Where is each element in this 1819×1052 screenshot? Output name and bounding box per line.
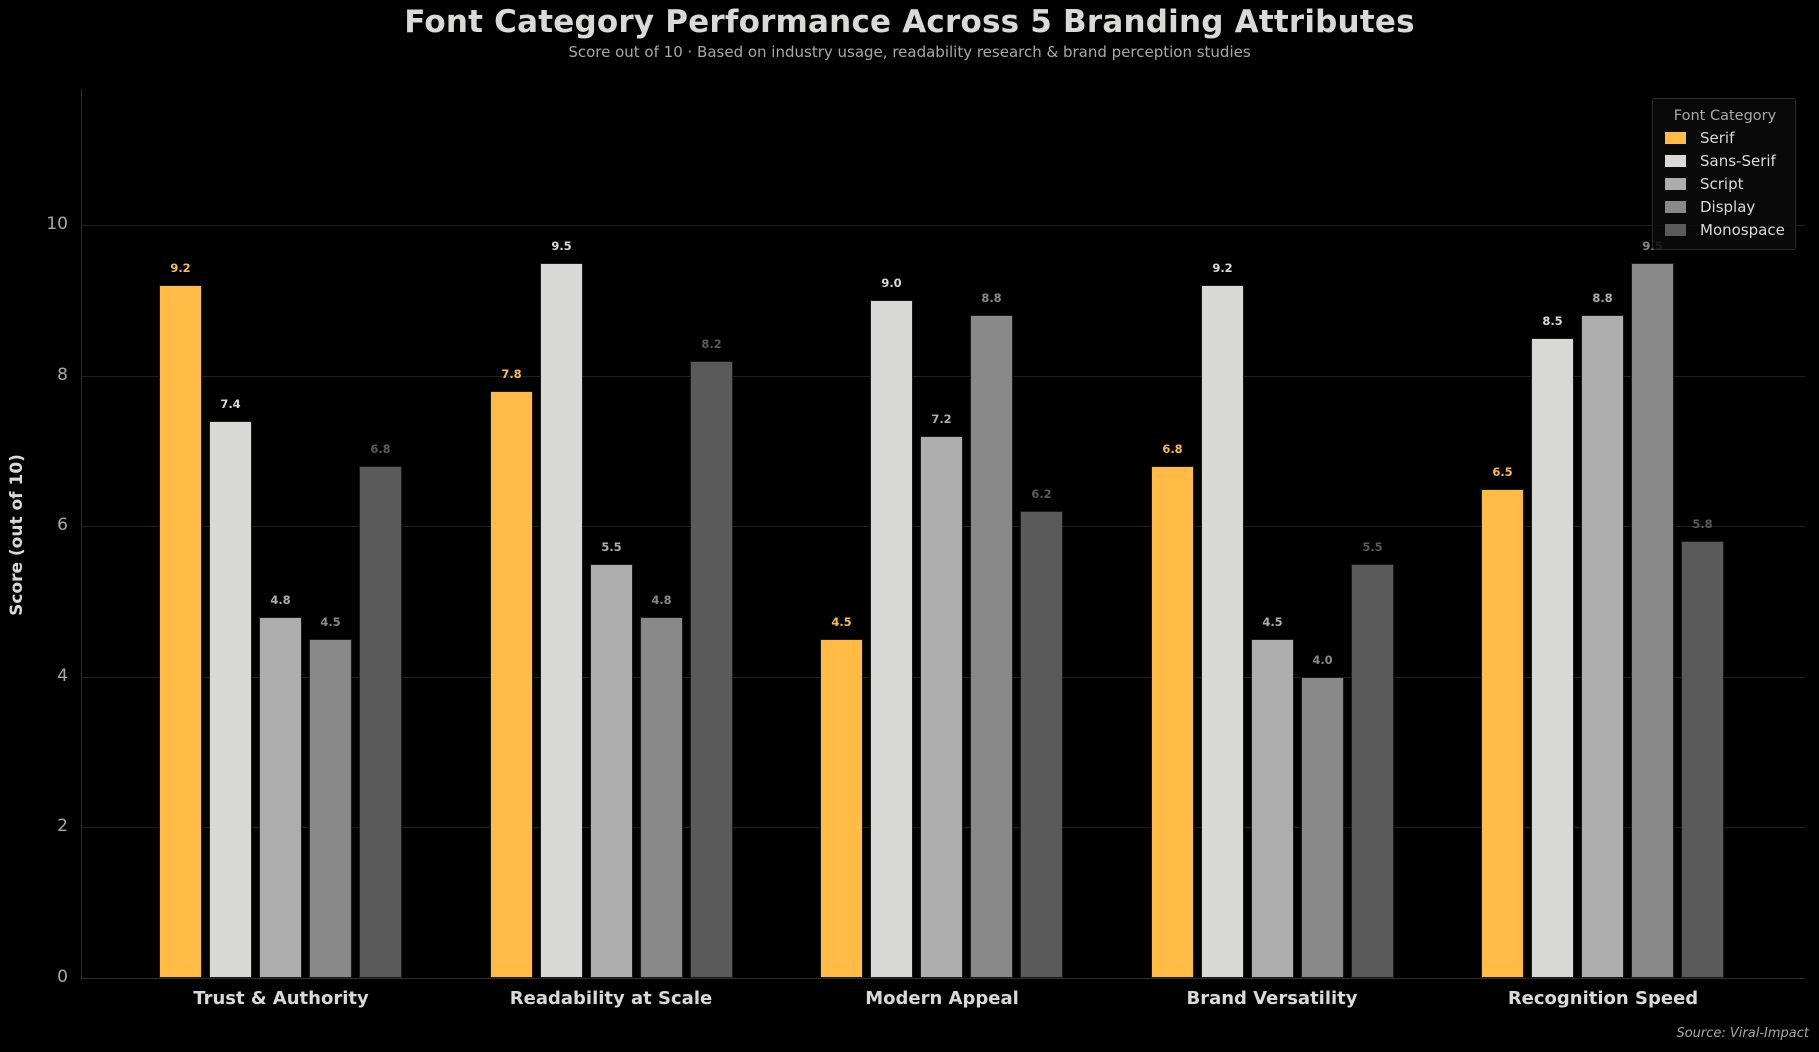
y-axis-label: Score (out of 10): [7, 454, 27, 616]
bar-sans-serif: [1201, 285, 1244, 978]
bar-serif: [1481, 489, 1524, 978]
x-tick-label: Modern Appeal: [865, 988, 1019, 1009]
bar-value-label: 9.0: [881, 276, 902, 290]
bar-value-label: 5.8: [1692, 517, 1713, 531]
bar-value-label: 4.5: [831, 615, 852, 629]
legend-title: Font Category: [1673, 108, 1777, 124]
bar-script: [1581, 315, 1624, 978]
bar-monospace: [690, 361, 733, 978]
legend-label: Script: [1700, 175, 1744, 193]
bar-display: [970, 315, 1013, 978]
legend-label: Display: [1700, 198, 1756, 216]
x-tick-label: Recognition Speed: [1507, 988, 1699, 1009]
y-tick-label: 0: [57, 967, 68, 987]
x-tick-label: Brand Versatility: [1186, 988, 1358, 1009]
bar-value-label: 7.2: [931, 412, 952, 426]
chart-title: Font Category Performance Across 5 Brand…: [404, 4, 1415, 40]
bar-monospace: [1351, 564, 1394, 978]
bar-monospace: [359, 466, 402, 978]
bar-serif: [490, 391, 533, 978]
bar-value-label: 9.2: [170, 261, 191, 275]
bar-value-label: 4.0: [1312, 653, 1333, 667]
bar-value-label: 8.5: [1542, 314, 1563, 328]
bar-value-label: 8.8: [981, 291, 1002, 305]
y-tick-label: 10: [46, 214, 68, 234]
x-tick-label: Readability at Scale: [509, 988, 713, 1009]
bar-serif: [820, 639, 863, 978]
legend-item-script: Script: [1665, 174, 1744, 194]
x-tick-label: Trust & Authority: [193, 988, 369, 1009]
gridline: [82, 376, 1805, 377]
gridline: [82, 225, 1805, 226]
legend-swatch-monospace: [1665, 224, 1686, 236]
legend-item-display: Display: [1665, 197, 1755, 217]
y-axis-line: [81, 89, 82, 979]
y-tick-label: 2: [57, 816, 68, 836]
bar-sans-serif: [540, 263, 583, 978]
legend-label: Serif: [1700, 129, 1735, 147]
legend-swatch-display: [1665, 201, 1686, 213]
legend-swatch-sans-serif: [1665, 155, 1686, 167]
y-tick-label: 6: [57, 515, 68, 535]
legend-label: Sans-Serif: [1700, 152, 1776, 170]
bar-value-label: 9.5: [551, 239, 572, 253]
bar-monospace: [1020, 511, 1063, 978]
bar-value-label: 6.8: [370, 442, 391, 456]
bar-value-label: 5.5: [1362, 540, 1383, 554]
bar-monospace: [1681, 541, 1724, 978]
bar-value-label: 4.8: [270, 593, 291, 607]
x-axis-line: [81, 978, 1805, 979]
y-tick-label: 8: [57, 365, 68, 385]
bar-sans-serif: [209, 421, 252, 978]
bar-display: [1301, 677, 1344, 978]
legend-item-serif: Serif: [1665, 128, 1734, 148]
bar-script: [259, 617, 302, 978]
bar-value-label: 7.8: [501, 367, 522, 381]
bar-script: [1251, 639, 1294, 978]
legend-swatch-script: [1665, 178, 1686, 190]
bar-value-label: 6.5: [1492, 465, 1513, 479]
chart-subtitle: Score out of 10 · Based on industry usag…: [568, 43, 1251, 61]
bar-value-label: 5.5: [601, 540, 622, 554]
bar-value-label: 6.2: [1031, 487, 1052, 501]
bar-value-label: 8.8: [1592, 291, 1613, 305]
source-note: Source: Viral-Impact: [1676, 1026, 1809, 1041]
legend-item-sans-serif: Sans-Serif: [1665, 151, 1776, 171]
y-tick-label: 4: [57, 666, 68, 686]
bar-value-label: 4.5: [320, 615, 341, 629]
bar-script: [920, 436, 963, 978]
bar-display: [309, 639, 352, 978]
bar-display: [1631, 263, 1674, 978]
legend: Font Category Serif Sans-Serif Script Di…: [1652, 98, 1796, 250]
legend-swatch-serif: [1665, 132, 1686, 144]
legend-item-monospace: Monospace: [1665, 220, 1785, 240]
legend-label: Monospace: [1700, 221, 1785, 239]
bar-value-label: 9.2: [1212, 261, 1233, 275]
bar-value-label: 7.4: [220, 397, 241, 411]
bar-sans-serif: [870, 300, 913, 978]
bar-value-label: 8.2: [701, 337, 722, 351]
bar-value-label: 4.5: [1262, 615, 1283, 629]
bar-serif: [1151, 466, 1194, 978]
bar-sans-serif: [1531, 338, 1574, 978]
bar-value-label: 4.8: [651, 593, 672, 607]
bar-display: [640, 617, 683, 978]
bar-script: [590, 564, 633, 978]
bar-serif: [159, 285, 202, 978]
bar-value-label: 6.8: [1162, 442, 1183, 456]
